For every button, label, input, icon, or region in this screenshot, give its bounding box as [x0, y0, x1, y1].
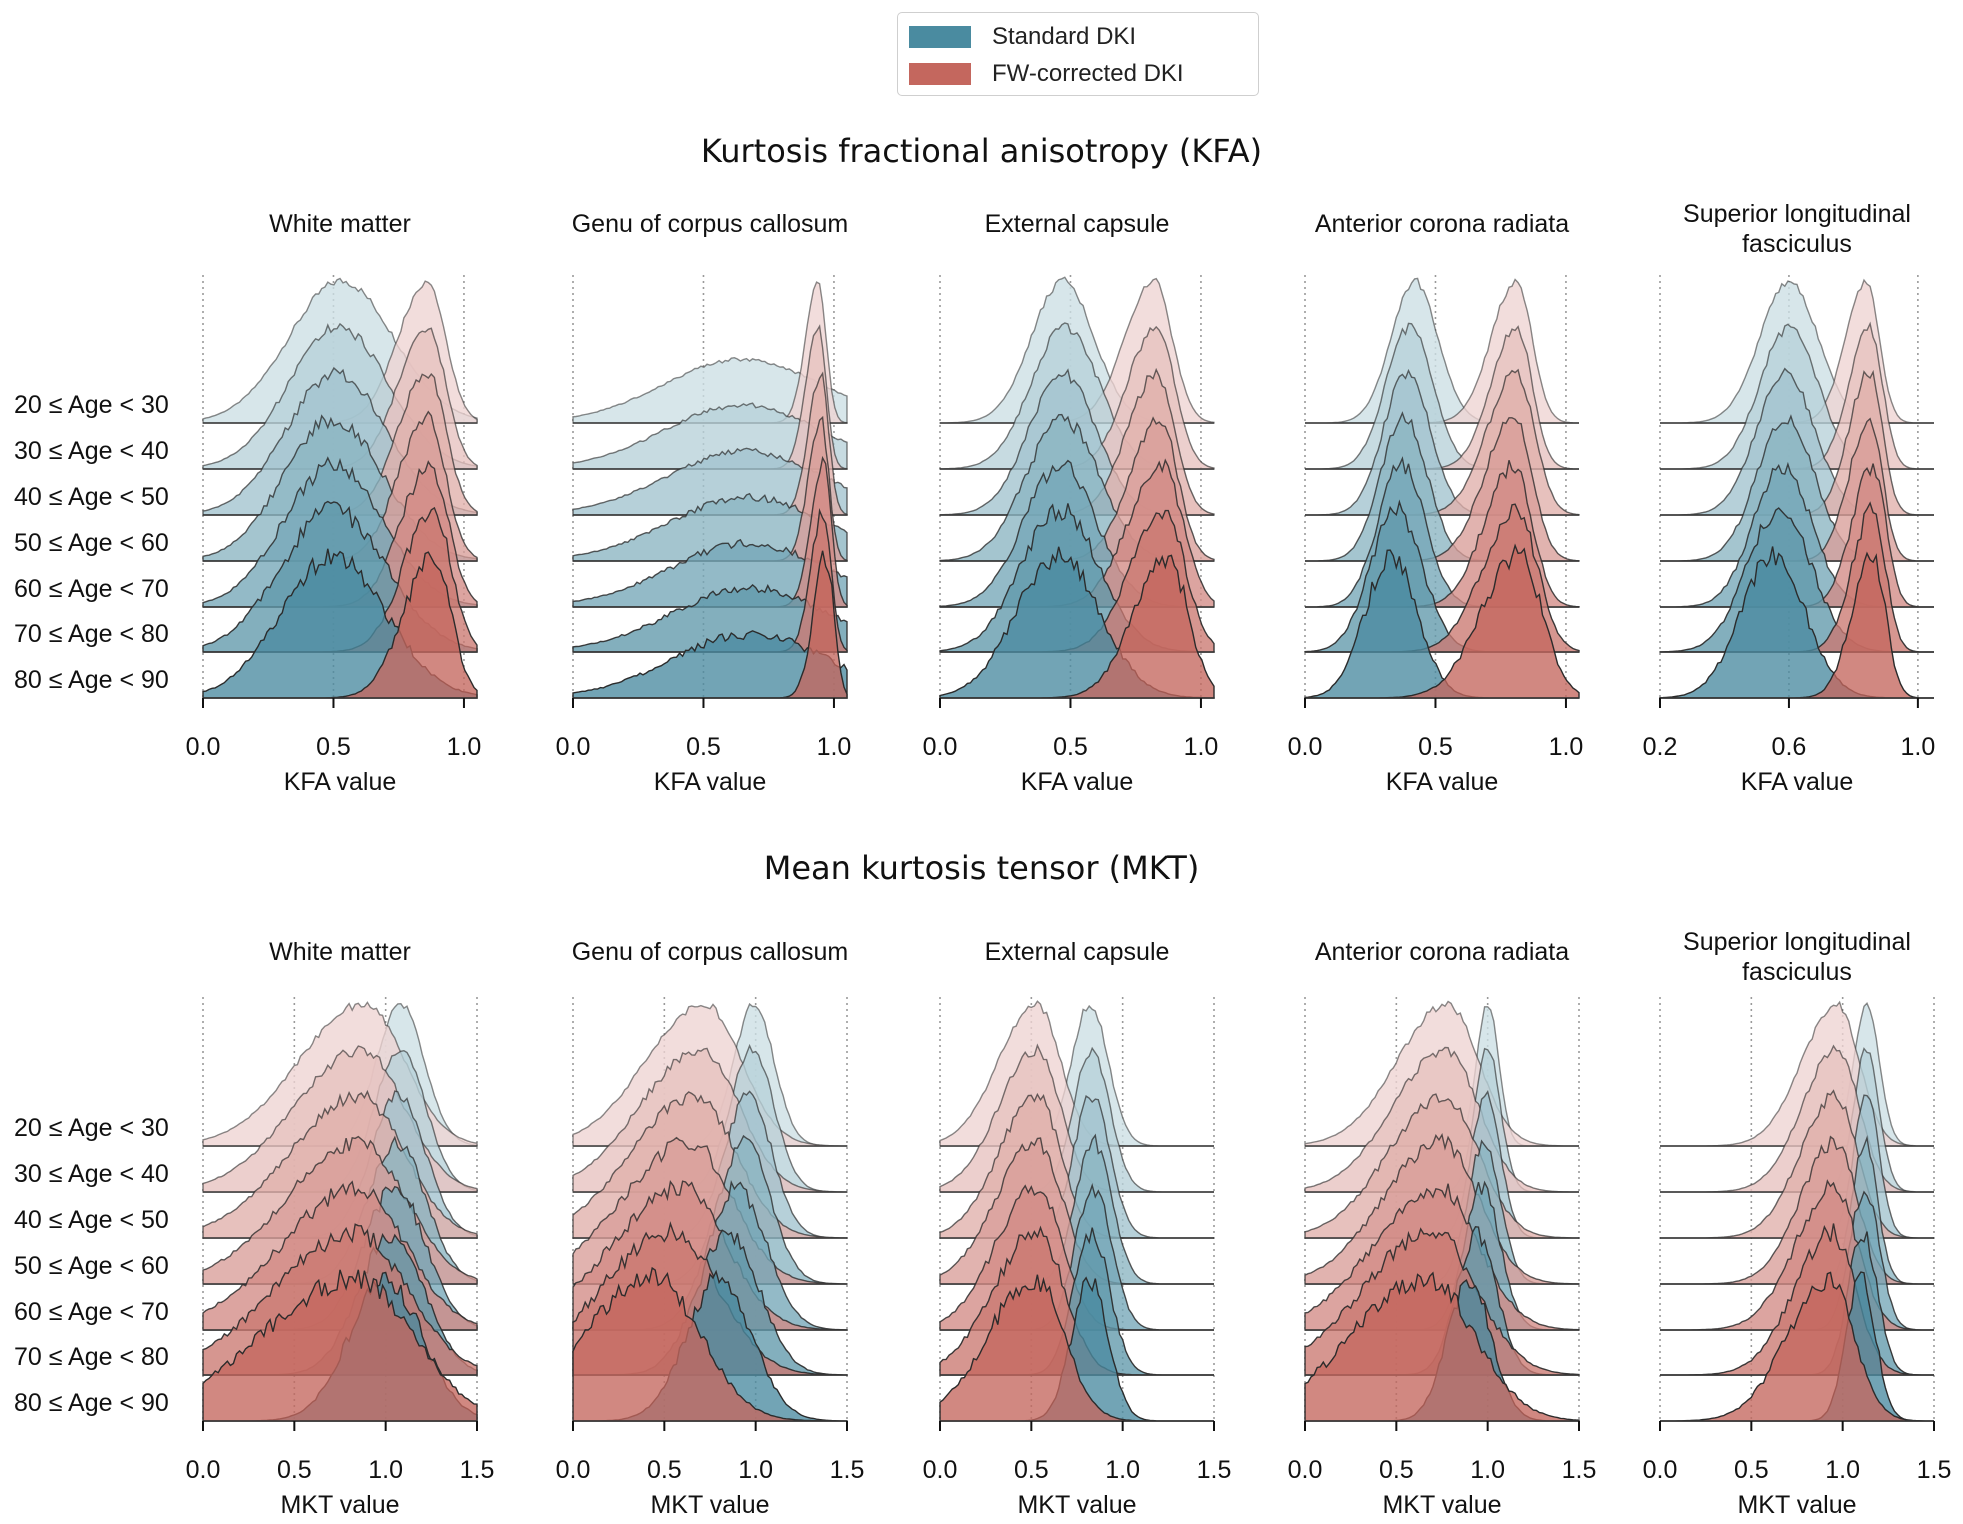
age-group-label: 70 ≤ Age < 80 [14, 620, 169, 648]
x-tick-label: 0.5 [1734, 1456, 1769, 1484]
x-tick-label: 0.0 [186, 733, 221, 761]
panel-title: External capsule [985, 210, 1170, 238]
x-tick-label: 1.5 [460, 1456, 495, 1484]
age-group-label: 30 ≤ Age < 40 [14, 437, 169, 465]
x-tick-label: 1.0 [1900, 733, 1935, 761]
x-tick-label: 0.6 [1772, 733, 1807, 761]
x-axis-label: KFA value [1741, 768, 1854, 796]
x-axis-label: MKT value [280, 1491, 399, 1519]
x-tick-label: 0.5 [1418, 733, 1453, 761]
x-tick-label: 0.5 [686, 733, 721, 761]
panel: White matter 0.0 0.5 1.0 1.5 MKT value [186, 938, 495, 1519]
panel-title: Genu of corpus callosum [572, 210, 849, 238]
x-axis-label: MKT value [650, 1491, 769, 1519]
panel-title: External capsule [985, 938, 1170, 966]
legend: Standard DKI FW-corrected DKI [897, 12, 1259, 96]
age-group-label: 20 ≤ Age < 30 [14, 391, 169, 419]
x-tick-label: 1.0 [1470, 1456, 1505, 1484]
panel: Superior longitudinal fasciculus 0.2 0.6 1.0… [1643, 200, 1936, 796]
x-tick-label: 0.0 [556, 1456, 591, 1484]
ridge-fw-corrected-dki [572, 1266, 847, 1422]
panel: External capsule 0.0 0.5 1.0 KFA value [923, 210, 1219, 796]
x-axis-label: MKT value [1017, 1491, 1136, 1519]
age-group-label: 40 ≤ Age < 50 [14, 1206, 169, 1234]
x-tick-label: 0.5 [1014, 1456, 1049, 1484]
x-tick-label: 1.0 [817, 733, 852, 761]
x-axis-label: KFA value [284, 768, 397, 796]
x-tick-label: 0.5 [1379, 1456, 1414, 1484]
x-tick-label: 0.0 [1288, 1456, 1323, 1484]
legend-label-fw: FW-corrected DKI [992, 60, 1184, 87]
panel-title: White matter [269, 210, 411, 238]
x-axis-label: MKT value [1382, 1491, 1501, 1519]
ridge-fw-corrected-dki [1304, 1271, 1580, 1422]
age-group-label: 20 ≤ Age < 30 [14, 1114, 169, 1142]
x-tick-label: 1.0 [1184, 733, 1219, 761]
panel: White matter 0.0 0.5 1.0 KFA value [186, 210, 482, 796]
x-tick-label: 0.5 [316, 733, 351, 761]
x-tick-label: 0.5 [277, 1456, 312, 1484]
x-tick-label: 1.0 [1105, 1456, 1140, 1484]
panel-title: Genu of corpus callosum [572, 938, 849, 966]
x-tick-label: 0.0 [556, 733, 591, 761]
x-tick-label: 1.5 [1917, 1456, 1952, 1484]
legend-item-standard: Standard DKI [898, 22, 1136, 52]
section-title-kfa: Kurtosis fractional anisotropy (KFA) [700, 132, 1263, 170]
age-group-label: 40 ≤ Age < 50 [14, 483, 169, 511]
legend-label-standard: Standard DKI [992, 23, 1137, 50]
x-axis-label: KFA value [654, 768, 767, 796]
x-tick-label: 0.0 [923, 1456, 958, 1484]
panel-title: Anterior corona radiata [1315, 938, 1569, 966]
panel: Anterior corona radiata 0.0 0.5 1.0 1.5 MKT v… [1288, 938, 1597, 1519]
x-tick-label: 1.5 [1197, 1456, 1232, 1484]
age-group-label: 80 ≤ Age < 90 [14, 1389, 169, 1417]
age-group-label: 80 ≤ Age < 90 [14, 666, 169, 694]
x-tick-label: 1.0 [368, 1456, 403, 1484]
x-tick-label: 1.0 [1825, 1456, 1860, 1484]
age-group-label: 60 ≤ Age < 70 [14, 1298, 169, 1326]
age-group-label: 70 ≤ Age < 80 [14, 1343, 169, 1371]
age-group-label: 30 ≤ Age < 40 [14, 1160, 169, 1188]
panel: Genu of corpus callosum 0.0 0.5 1.0 KFA valu… [556, 210, 852, 796]
panel-title: Superior longitudinal fasciculus [1683, 928, 1911, 986]
legend-swatch-fw [909, 63, 971, 85]
x-tick-label: 1.5 [830, 1456, 865, 1484]
x-tick-label: 1.0 [447, 733, 482, 761]
x-tick-label: 0.0 [1643, 1456, 1678, 1484]
panel: External capsule 0.0 0.5 1.0 1.5 MKT value [923, 938, 1232, 1519]
x-tick-label: 0.0 [1288, 733, 1323, 761]
panel: Superior longitudinal fasciculus 0.0 0.5 1.0… [1643, 928, 1952, 1519]
ridge-fw-corrected-dki [202, 1269, 478, 1422]
x-tick-label: 0.2 [1643, 733, 1678, 761]
ridge-standard-dki [572, 630, 848, 699]
legend-swatch-standard [909, 26, 971, 48]
x-tick-label: 1.5 [1562, 1456, 1597, 1484]
x-tick-label: 0.5 [647, 1456, 682, 1484]
x-tick-label: 1.0 [738, 1456, 773, 1484]
panel: Anterior corona radiata 0.0 0.5 1.0 KFA valu… [1288, 210, 1584, 796]
age-group-label: 50 ≤ Age < 60 [14, 1252, 169, 1280]
panel-title: Anterior corona radiata [1315, 210, 1569, 238]
panel-title: Superior longitudinal fasciculus [1683, 200, 1911, 258]
ridge-fw-corrected-dki [1660, 1271, 1934, 1422]
panel-title: White matter [269, 938, 411, 966]
x-tick-label: 0.0 [923, 733, 958, 761]
x-tick-label: 0.5 [1053, 733, 1088, 761]
age-group-label: 60 ≤ Age < 70 [14, 575, 169, 603]
x-axis-label: KFA value [1386, 768, 1499, 796]
section-title-mkt: Mean kurtosis tensor (MKT) [763, 849, 1200, 887]
x-axis-label: MKT value [1737, 1491, 1856, 1519]
panel: Genu of corpus callosum 0.0 0.5 1.0 1.5 MKT v… [556, 938, 865, 1519]
age-group-label: 50 ≤ Age < 60 [14, 529, 169, 557]
x-tick-label: 1.0 [1549, 733, 1584, 761]
x-tick-label: 0.0 [186, 1456, 221, 1484]
x-axis-label: KFA value [1021, 768, 1134, 796]
legend-item-fw: FW-corrected DKI [898, 59, 1184, 89]
